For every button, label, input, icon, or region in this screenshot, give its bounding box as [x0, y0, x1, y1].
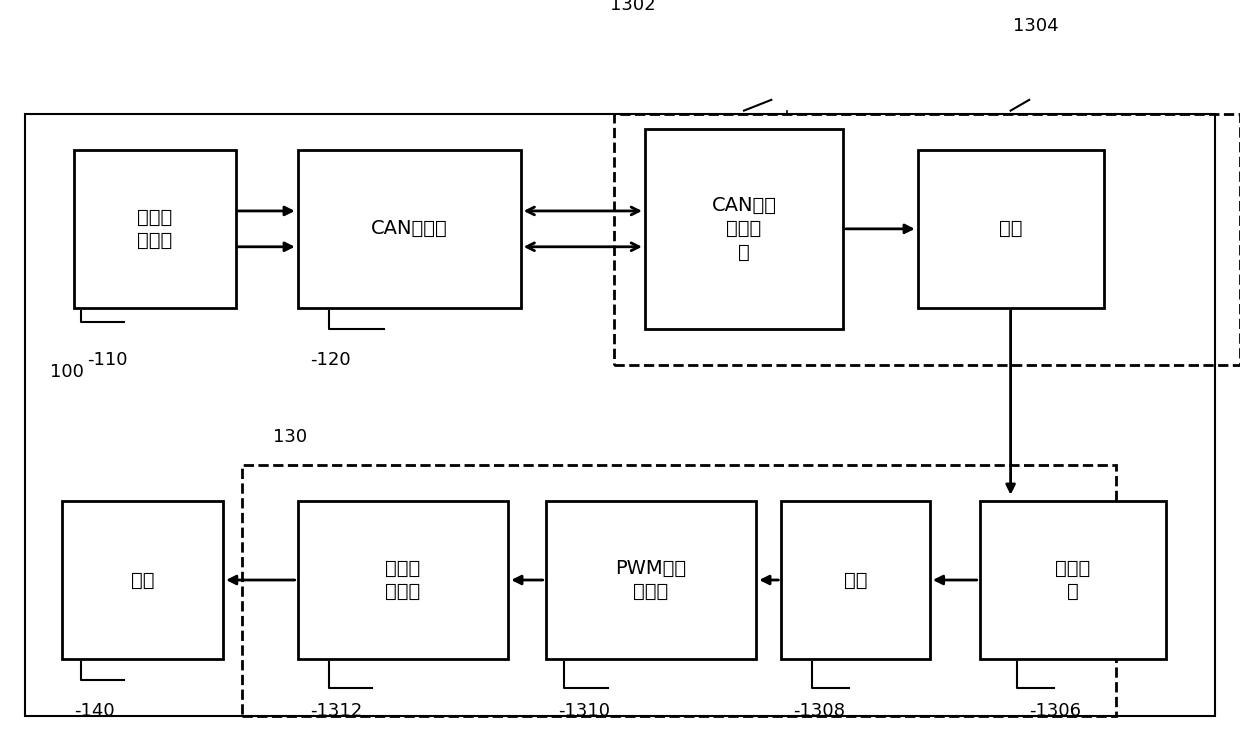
Bar [298, 501, 508, 659]
Bar [298, 150, 521, 308]
Text: -1310: -1310 [558, 702, 610, 720]
Text: -1308: -1308 [794, 702, 846, 720]
Text: 电机驱
动单元: 电机驱 动单元 [386, 559, 420, 602]
Text: -1312: -1312 [310, 702, 362, 720]
Text: 1302: 1302 [610, 0, 655, 14]
Bar [645, 129, 843, 329]
Text: 电机: 电机 [131, 571, 154, 590]
Text: 缓存: 缓存 [999, 220, 1022, 238]
Text: -1306: -1306 [1029, 702, 1081, 720]
Bar [242, 465, 1116, 716]
Text: 解算单
元: 解算单 元 [1055, 559, 1090, 602]
Text: -120: -120 [310, 350, 351, 368]
Bar [781, 501, 930, 659]
Text: CAN数据
收发单
元: CAN数据 收发单 元 [712, 196, 776, 262]
Text: PWM波形
发生器: PWM波形 发生器 [615, 559, 687, 602]
Text: 1304: 1304 [1013, 17, 1058, 35]
Text: 100: 100 [50, 363, 83, 381]
Bar [25, 114, 1215, 716]
Text: 波表: 波表 [844, 571, 867, 590]
Bar [62, 501, 223, 659]
Bar [546, 501, 756, 659]
Bar [614, 114, 1240, 365]
Text: CAN数据线: CAN数据线 [371, 220, 448, 238]
Bar [74, 150, 236, 308]
Text: 130: 130 [273, 428, 308, 446]
Text: -110: -110 [87, 350, 128, 368]
Text: -140: -140 [74, 702, 115, 720]
Text: 人机交
互单元: 人机交 互单元 [138, 208, 172, 250]
Bar [918, 150, 1104, 308]
Bar [980, 501, 1166, 659]
